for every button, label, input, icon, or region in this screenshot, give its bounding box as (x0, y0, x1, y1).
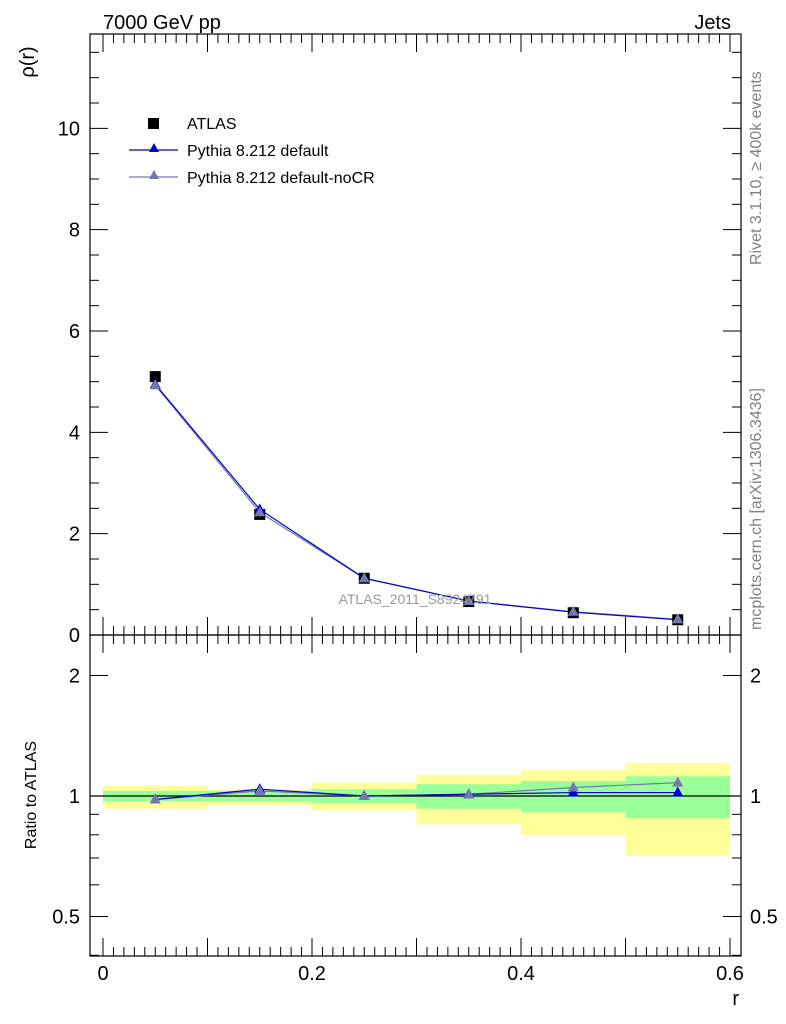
pythia-nocr-point (149, 379, 161, 390)
pythia-nocr-point (672, 613, 684, 624)
pythia-nocr-point (358, 572, 370, 583)
ratio-pythia-nocr-point (672, 776, 684, 787)
ratio-panel: 0.5 0.5 1 1 2 2 0 0.2 0.4 0.6 Ratio to ATLAS r (23, 634, 778, 1010)
legend-atlas-label: ATLAS (187, 116, 237, 133)
ratio-y-tick-label-left: 0.5 (52, 907, 80, 929)
legend-default-label: Pythia 8.212 default (187, 143, 329, 160)
main-y-tick-label: 8 (69, 220, 80, 242)
ratio-y-tick-label-left: 1 (69, 786, 80, 808)
x-tick-label: 0.4 (507, 963, 535, 985)
legend: ATLAS Pythia 8.212 default Pythia 8.212 … (129, 116, 375, 187)
pythia-nocr-point (463, 595, 475, 606)
ratio-y-tick-label-right: 1 (750, 786, 761, 808)
ratio-pythia-nocr-point (463, 788, 475, 799)
legend-default-marker (149, 143, 159, 152)
ratio-pythia-nocr-point (149, 793, 161, 804)
ratio-pythia-nocr-point (567, 781, 579, 792)
main-y-tick-label: 4 (69, 422, 80, 444)
ratio-pythia-default-point (672, 786, 684, 797)
main-y-axis-label: ρ(r) (17, 46, 39, 77)
legend-atlas-marker (148, 118, 159, 129)
header-right: Jets (694, 12, 731, 34)
ratio-pythia-default-point (567, 786, 579, 797)
main-y-tick-label: 10 (58, 118, 80, 140)
series-line-pythia-nocr (154, 384, 678, 620)
mcplots-label: mcplots.cern.ch [arXiv:1306.3436] (748, 388, 765, 630)
series-line-pythia-default (154, 383, 678, 621)
x-tick-label: 0 (97, 963, 108, 985)
ratio-pythia-nocr-point (254, 784, 266, 795)
ratio-y-tick-label-right: 2 (750, 666, 761, 688)
ratio-pythia-nocr-point (358, 790, 370, 800)
legend-nocr-label: Pythia 8.212 default-noCR (187, 170, 375, 187)
ratio-y-axis-label: Ratio to ATLAS (23, 741, 40, 849)
rivet-label: Rivet 3.1.10, ≥ 400k events (748, 71, 765, 265)
main-y-tick-label: 2 (69, 524, 80, 546)
x-tick-label: 0.2 (298, 963, 326, 985)
atlas-data-point (149, 371, 161, 383)
ratio-y-tick-label-left: 2 (69, 666, 80, 688)
x-axis-label: r (732, 988, 739, 1010)
x-tick-label: 0.6 (716, 963, 744, 985)
pythia-nocr-point (254, 506, 266, 517)
watermark: ATLAS_2011_S8924791 (339, 591, 492, 607)
ratio-line-pythia-default (155, 788, 678, 801)
main-panel: 0 2 4 6 8 10 ρ(r) ATLAS_2011_S8924791 ATLAS P… (17, 33, 742, 647)
main-y-tick-label: 0 (69, 625, 80, 647)
header-left: 7000 GeV pp (103, 12, 221, 34)
pythia-nocr-point (567, 605, 579, 616)
main-y-tick-label: 6 (69, 321, 80, 343)
legend-nocr-marker (149, 170, 159, 179)
ratio-y-tick-label-right: 0.5 (750, 907, 778, 929)
